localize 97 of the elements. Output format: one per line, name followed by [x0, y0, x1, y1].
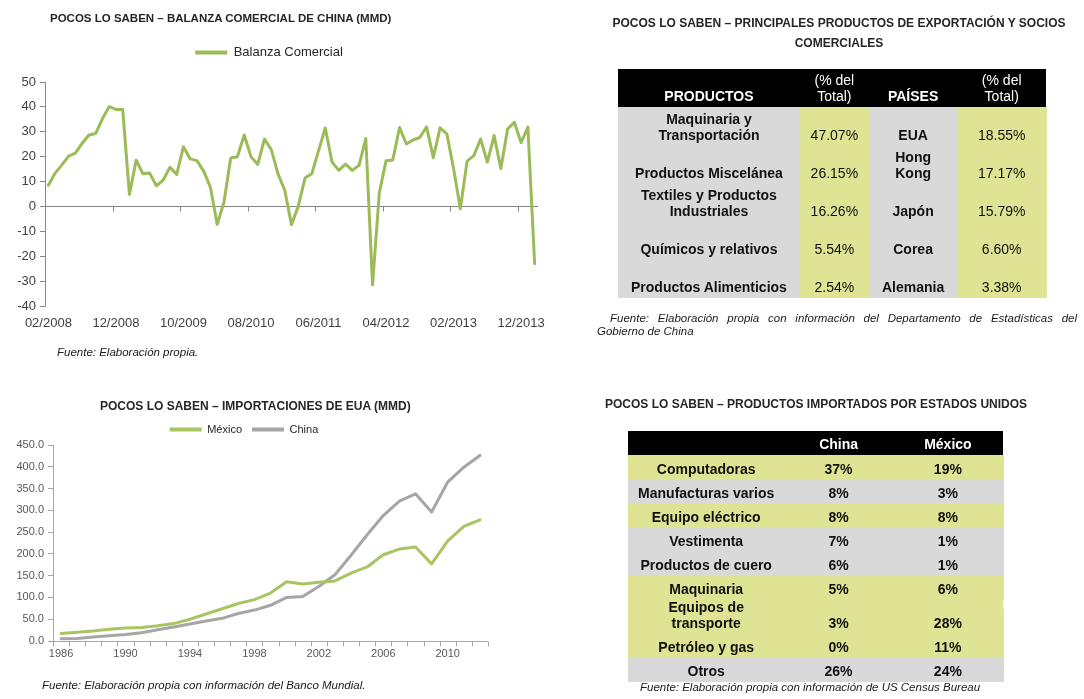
x-tick-label: 08/2010	[227, 315, 275, 331]
x-tick-label: 12/2013	[497, 315, 545, 331]
data-label: 11%	[934, 639, 963, 655]
y-tick-label: -40	[17, 297, 36, 313]
y-tick-label: 40	[21, 98, 36, 114]
x-tick-label: 1990	[113, 646, 138, 659]
y-tick-label: 50	[21, 73, 36, 89]
chart-title: POCOS LO SABEN – IMPORTACIONES DE EUA (MMD)	[100, 399, 411, 413]
y-tick-label: 100.0	[16, 590, 44, 603]
data-label: 17.17%	[977, 165, 1026, 181]
y-tick-label: Químicos y relativos	[640, 241, 778, 257]
y-axis-title: PRODUCTOS	[664, 88, 754, 104]
x-tick-label: 10/2009	[159, 315, 207, 331]
data-label: 0%	[828, 639, 850, 655]
data-label: 47.07%	[810, 127, 859, 143]
y2-tick-label: EUA	[898, 127, 928, 143]
y2-tick-label: Hong Kong	[895, 148, 931, 181]
data-label: 28%	[933, 615, 963, 631]
y-tick-label: 0.0	[28, 634, 44, 647]
data-label: 1%	[937, 533, 959, 549]
data-label: 2.54%	[814, 279, 855, 295]
data-label: 24%	[933, 663, 963, 679]
source-note: Fuente: Elaboración propia con información de US Census Bureau	[640, 681, 982, 694]
data-label: 8%	[937, 509, 959, 525]
y-tick-label: 300.0	[16, 503, 44, 516]
data-label: 3.38%	[981, 279, 1022, 295]
y-tick-label: Computadoras	[656, 461, 756, 477]
y-tick-label: Textiles y Productos Industriales	[641, 186, 778, 219]
chart-title: POCOS LO SABEN – BALANZA COMERCIAL DE CHINA (MMD)	[50, 12, 392, 24]
data-label: 3%	[828, 615, 850, 631]
y-tick-label: Otros	[687, 663, 726, 679]
x-tick-label: 02/2008	[24, 315, 72, 331]
data-label: 26%	[824, 663, 854, 679]
y-tick-label: Vestimenta	[669, 533, 744, 549]
data-label: 6.60%	[981, 241, 1022, 257]
data-label: 6%	[937, 581, 959, 597]
y-tick-label: 150.0	[16, 568, 44, 581]
source-note: Fuente: Elaboración propia.	[57, 346, 200, 359]
legend-label: México	[207, 422, 243, 435]
data-label: 5.54%	[814, 241, 855, 257]
y-tick-label: Productos de cuero	[640, 557, 772, 573]
x-tick-label: 2006	[371, 646, 396, 659]
y2-axis-title: PAÍSES	[887, 88, 939, 104]
y2-tick-label: Corea	[893, 241, 934, 257]
y-tick-label: 400.0	[16, 459, 44, 472]
data-label: 8%	[828, 485, 850, 501]
y-tick-label: Petróleo y gas	[658, 639, 755, 655]
x-tick-label: 2010	[435, 646, 460, 659]
data-label: 16.26%	[810, 203, 859, 219]
y-tick-label: 10	[21, 173, 36, 189]
data-label: 19%	[933, 461, 963, 477]
y-tick-label: Equipos de transporte	[668, 598, 745, 631]
y-tick-label: 0	[28, 198, 36, 214]
x-tick-label: (% del Total)	[814, 71, 855, 104]
x-tick-label: 1994	[177, 646, 203, 659]
x-tick-label: 1986	[48, 646, 74, 659]
data-label: 3%	[937, 485, 959, 501]
y-tick-label: 30	[21, 123, 36, 139]
y-tick-label: -10	[17, 222, 36, 238]
y-tick-label: 250.0	[16, 525, 44, 538]
y2-tick-label: Japón	[892, 203, 934, 219]
y-tick-label: 20	[21, 148, 36, 164]
legend-label: Balanza Comercial	[233, 44, 343, 60]
y-tick-label: 450.0	[16, 438, 44, 451]
data-label: 18.55%	[977, 127, 1026, 143]
data-label: 26.15%	[810, 165, 859, 181]
data-label: 8%	[828, 509, 850, 525]
chart-title: POCOS LO SABEN – PRINCIPALES PRODUCTOS DE EXPORTACIÓN Y SOCIOS COMERCIALES	[611, 14, 1067, 52]
y-tick-label: 50.0	[22, 612, 44, 625]
x-tick-label: 1998	[242, 646, 267, 659]
data-label: 5%	[828, 581, 850, 597]
chart-title: POCOS LO SABEN – PRODUCTOS IMPORTADOS POR ESTADOS UNIDOS	[605, 397, 1028, 411]
data-label: 15.79%	[977, 203, 1026, 219]
y-tick-label: Manufacturas varios	[638, 485, 775, 501]
x-tick-label: (% del Total)	[981, 71, 1022, 104]
x-tick-label: 06/2011	[295, 315, 342, 331]
data-label: 6%	[828, 557, 850, 573]
y-tick-label: 200.0	[16, 546, 44, 559]
y-tick-label: Maquinaria	[669, 581, 744, 597]
y-tick-label: Productos Alimenticios	[631, 279, 788, 295]
y-tick-label: 350.0	[16, 481, 44, 494]
x-tick-label: 2002	[306, 646, 332, 659]
data-label: 37%	[824, 461, 854, 477]
y-tick-label: -30	[17, 272, 36, 288]
legend-label: China	[289, 422, 320, 435]
y-tick-label: Productos Miscelánea	[635, 165, 784, 181]
y-tick-label: Equipo eléctrico	[651, 509, 761, 525]
source-note: Fuente: Elaboración propia con información del Banco Mundial.	[42, 679, 367, 692]
y-tick-label: -20	[17, 247, 36, 263]
data-label: 1%	[937, 557, 959, 573]
x-tick-label: 12/2008	[92, 315, 140, 331]
y2-tick-label: Alemania	[881, 279, 945, 295]
x-tick-label: 04/2012	[362, 315, 410, 331]
y-tick-label: Maquinaria y Transportación	[658, 110, 760, 143]
data-label: 7%	[828, 533, 850, 549]
source-note: Fuente: Elaboración propia con información del Departamento de Estadísticas del Gobierno de China	[597, 312, 1077, 338]
x-tick-label: 02/2013	[430, 315, 478, 331]
